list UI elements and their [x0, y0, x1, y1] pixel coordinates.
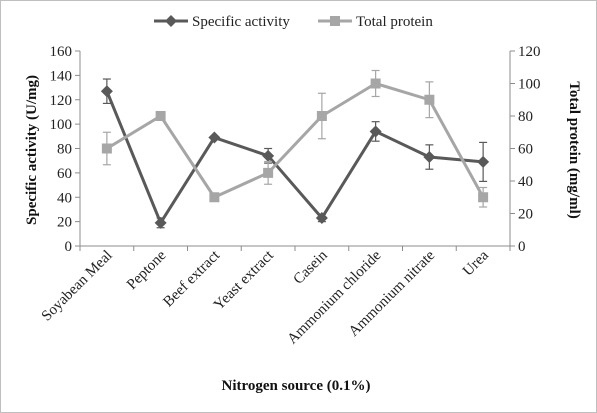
- x-tick-label: Ammonium chloride: [284, 247, 384, 347]
- data-point: [315, 211, 328, 224]
- data-point: [478, 192, 489, 203]
- y-tick-label: 140: [50, 68, 73, 84]
- data-point: [423, 151, 436, 164]
- y-right-tick-label: 120: [518, 44, 541, 60]
- y-tick-label: 40: [57, 190, 72, 206]
- y-right-tick-label: 20: [518, 207, 533, 223]
- y-right-tick-label: 100: [518, 77, 541, 93]
- legend-item: Specific activity: [154, 14, 290, 30]
- data-point: [262, 149, 275, 162]
- y-axis-title: Specific activity (U/mg): [24, 75, 40, 225]
- y-axis-right-title: Total protein (mg/ml): [566, 81, 582, 219]
- y-right-tick-label: 0: [518, 239, 526, 255]
- y-tick-label: 60: [57, 166, 72, 182]
- axes: [75, 50, 515, 251]
- x-tick-label: Soyabean Meal: [39, 248, 116, 325]
- y-right-tick-label: 60: [518, 142, 533, 158]
- data-point: [477, 155, 490, 168]
- data-point: [100, 85, 113, 98]
- y-tick-label: 120: [50, 93, 73, 109]
- legend-marker: [165, 15, 177, 27]
- series-total-protein: [101, 69, 489, 208]
- series-specific-activity: [100, 78, 490, 229]
- data-point: [155, 111, 166, 121]
- y-right-tick-label: 80: [518, 109, 533, 125]
- series-layer: [100, 69, 490, 229]
- legend: Specific activity Total protein: [154, 14, 433, 30]
- data-point: [316, 111, 327, 121]
- data-point: [154, 216, 167, 229]
- y-tick-label: 20: [57, 215, 72, 231]
- data-point: [424, 94, 435, 105]
- x-axis-title: Nitrogen source (0.1%): [221, 378, 370, 394]
- y-right-tick-label: 40: [518, 174, 533, 190]
- series-line: [105, 90, 484, 225]
- x-tick-label: Casein: [291, 247, 332, 288]
- legend-item: Total protein: [318, 14, 433, 30]
- data-point: [263, 167, 274, 178]
- series-line: [106, 82, 485, 199]
- data-point: [101, 143, 112, 154]
- legend-marker: [330, 16, 340, 26]
- data-point: [369, 125, 382, 138]
- legend-label: Specific activity: [192, 14, 290, 30]
- y-tick-label: 0: [65, 239, 73, 255]
- x-tick-label: Peptone: [124, 247, 170, 293]
- legend-label: Total protein: [356, 14, 433, 30]
- y-tick-label: 160: [50, 44, 73, 60]
- y-tick-label: 80: [57, 142, 72, 158]
- data-point: [370, 78, 381, 89]
- x-tick-label: Urea: [460, 247, 492, 279]
- data-point: [208, 131, 221, 144]
- labels-layer: 0 20 40 60 80 100 120 140 160 0 20 40 60 80 100 120 Soya…: [39, 44, 541, 348]
- y-tick-label: 100: [50, 117, 73, 133]
- data-point: [209, 192, 220, 203]
